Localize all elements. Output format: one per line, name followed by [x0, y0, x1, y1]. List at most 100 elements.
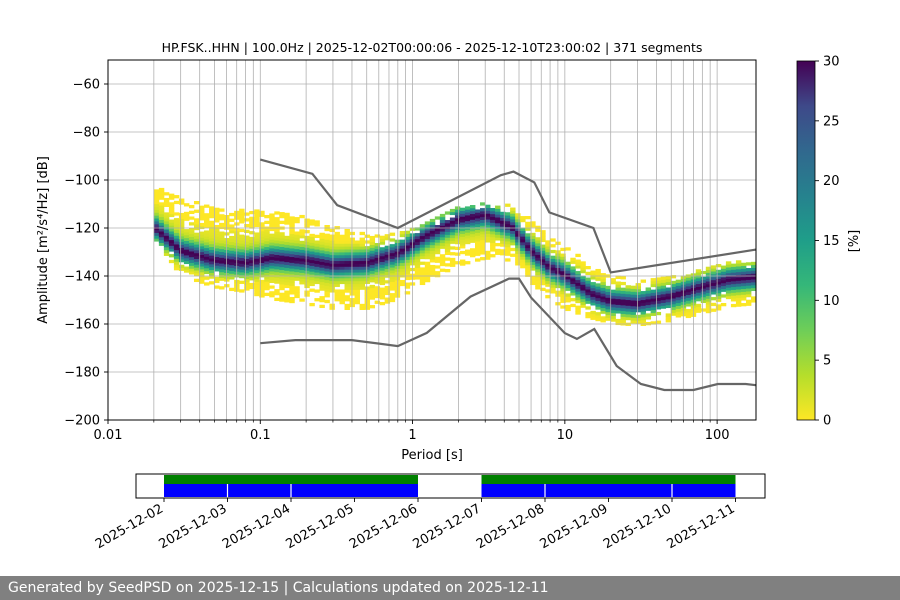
heatmap-cell [364, 263, 371, 267]
heatmap-cell [490, 222, 496, 226]
heatmap-cell [469, 239, 476, 243]
heatmap-cell [605, 300, 611, 304]
heatmap-cell [630, 285, 636, 289]
heatmap-cell [635, 288, 641, 293]
heatmap-cell [183, 269, 190, 273]
heatmap-cell [369, 250, 376, 254]
heatmap-cell [540, 258, 546, 263]
heatmap-cell [214, 242, 220, 246]
heatmap-cell [289, 271, 295, 275]
heatmap-cell [309, 219, 315, 223]
heatmap-cell [670, 292, 677, 296]
heatmap-cell [284, 238, 290, 242]
heatmap-cell [274, 228, 280, 232]
heatmap-cell [660, 285, 667, 289]
heatmap-cell [183, 257, 190, 262]
heatmap-cell [480, 213, 486, 218]
heatmap-cell [525, 250, 531, 254]
heatmap-cell [640, 314, 647, 318]
heatmap-cell [319, 232, 325, 237]
heatmap-cell [439, 257, 446, 261]
heatmap-cell [168, 196, 175, 200]
heatmap-cell [193, 252, 200, 257]
heatmap-cell [439, 219, 446, 223]
heatmap-cell [474, 212, 481, 216]
heatmap-cell [670, 301, 677, 305]
heatmap-cell [264, 278, 270, 282]
heatmap-cell [374, 248, 381, 253]
heatmap-cell [314, 277, 320, 282]
heatmap-cell [600, 310, 606, 314]
heatmap-cell [304, 247, 310, 251]
heatmap-cell [339, 257, 345, 262]
heatmap-cell [505, 252, 511, 256]
heatmap-cell [379, 235, 386, 239]
y-axis-ticks: −200−180−160−140−120−100−80−60 [64, 78, 108, 429]
heatmap-cell [469, 230, 476, 235]
heatmap-cell [399, 279, 406, 284]
heatmap-cell [173, 267, 180, 271]
heatmap-cell [515, 247, 521, 252]
heatmap-cell [740, 294, 747, 298]
y-tick-label: −180 [64, 366, 100, 381]
heatmap-cell [254, 267, 260, 271]
heatmap-cell [359, 231, 365, 236]
y-axis-label: Amplitude [m²/s⁴/Hz] [dB] [36, 156, 51, 324]
heatmap-cell [540, 267, 546, 271]
heatmap-cell [750, 279, 757, 283]
heatmap-cell [344, 246, 350, 250]
heatmap-cell [319, 296, 325, 300]
heatmap-cell [424, 270, 431, 274]
heatmap-cell [630, 317, 636, 321]
heatmap-cell [585, 297, 591, 301]
heatmap-cell [158, 219, 165, 223]
heatmap-cell [419, 281, 426, 286]
x-axis-label: Period [s] [401, 448, 463, 463]
heatmap-cell [515, 233, 521, 237]
heatmap-cell [289, 299, 295, 304]
heatmap-cell [650, 298, 657, 302]
heatmap-cell [324, 242, 330, 246]
heatmap-cell [550, 275, 556, 280]
heatmap-cell [294, 266, 300, 270]
heatmap-cell [359, 249, 365, 253]
heatmap-cell [209, 252, 215, 256]
heatmap-cell [650, 295, 657, 299]
heatmap-cell [314, 269, 320, 273]
heatmap-cell [464, 232, 471, 236]
heatmap-cell [685, 297, 692, 301]
heatmap-cell [620, 276, 626, 280]
heatmap-cell [289, 253, 295, 258]
heatmap-cell [434, 216, 441, 220]
heatmap-cell [364, 234, 371, 238]
heatmap-cell [339, 249, 345, 253]
heatmap-cell [625, 299, 631, 303]
heatmap-cell [199, 222, 205, 227]
heatmap-cell [625, 316, 631, 321]
heatmap-cell [168, 242, 175, 246]
heatmap-cell [334, 266, 340, 270]
heatmap-cell [610, 292, 616, 296]
heatmap-cell [545, 246, 551, 250]
heatmap-cell [665, 299, 672, 303]
heatmap-cell [204, 259, 210, 263]
heatmap-cell [299, 261, 305, 265]
heatmap-cell [274, 211, 280, 215]
heatmap-cell [269, 250, 275, 255]
heatmap-cell [274, 291, 280, 296]
heatmap-cell [419, 278, 426, 283]
heatmap-cell [580, 301, 586, 305]
heatmap-cell [444, 251, 451, 255]
heatmap-cell [675, 302, 682, 306]
heatmap-cell [214, 279, 220, 283]
heatmap-cell [344, 298, 350, 302]
heatmap-cell [620, 316, 626, 320]
coverage-blue-bar [481, 484, 736, 497]
heatmap-cell [163, 223, 170, 228]
heatmap-cell [309, 251, 315, 255]
heatmap-cell [324, 299, 330, 304]
heatmap-cell [384, 265, 391, 270]
heatmap-cell [304, 250, 310, 254]
heatmap-cell [595, 271, 601, 276]
heatmap-cell [469, 216, 476, 220]
